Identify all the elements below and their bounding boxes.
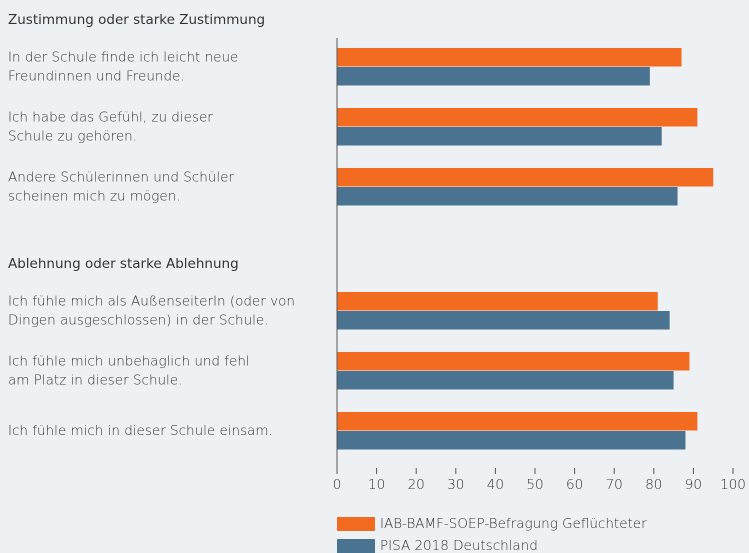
bar [337,431,686,450]
category-label: Andere Schülerinnen und Schüler [8,170,234,186]
legend-label: PISA 2018 Deutschland [380,538,538,553]
x-tick-label: 80 [645,477,662,493]
x-tick-label: 20 [408,477,425,493]
group-title: Ablehnung oder starke Ablehnung [8,256,239,272]
bar [337,371,674,390]
x-tick-label: 90 [685,477,702,493]
category-label: Schule zu gehören. [8,129,137,145]
x-tick-label: 0 [333,477,342,493]
legend-swatch [337,539,375,553]
category-label: Ich fühle mich unbehaglich und fehl [8,354,250,370]
bar [337,168,714,187]
bar [337,412,698,431]
x-tick-label: 70 [606,477,623,493]
category-label: Dingen ausgeschlossen) in der Schule. [8,313,269,329]
group-title: Zustimmung oder starke Zustimmung [8,12,265,28]
category-label: Ich habe das Gefühl, zu dieser [8,110,213,126]
bar [337,352,690,371]
x-tick-label: 30 [447,477,464,493]
category-label: Ich fühle mich als AußenseiterIn (oder v… [8,294,295,310]
category-label: scheinen mich zu mögen. [8,189,181,205]
bar [337,48,682,67]
bar [337,67,650,86]
x-tick-label: 60 [566,477,583,493]
category-label: Ich fühle mich in dieser Schule einsam. [8,423,273,439]
bar [337,108,698,127]
bar [337,187,678,206]
x-tick-label: 40 [487,477,504,493]
category-label: am Platz in dieser Schule. [8,373,182,389]
category-label: In der Schule finde ich leicht neue [8,50,238,66]
legend-label: IAB-BAMF-SOEP-Befragung Geflüchteter [380,516,647,532]
bar [337,292,658,311]
x-tick-label: 10 [368,477,385,493]
category-label: Freundinnen und Freunde. [8,69,185,85]
bar [337,127,662,146]
x-tick-label: 100 [720,477,746,493]
bar [337,311,670,330]
legend-swatch [337,517,375,531]
x-tick-label: 50 [526,477,543,493]
